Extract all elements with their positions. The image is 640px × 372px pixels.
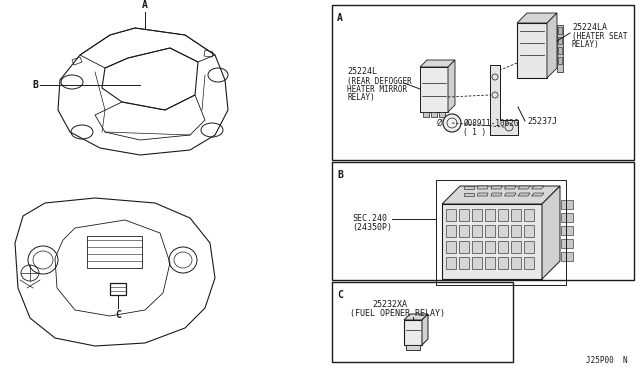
Text: 25224L: 25224L (347, 67, 377, 76)
Bar (446, 209, 456, 221)
Bar (446, 241, 456, 253)
Bar (561, 226, 573, 235)
Polygon shape (490, 65, 518, 135)
Text: 25224LA: 25224LA (572, 23, 607, 32)
Polygon shape (464, 193, 474, 196)
Bar (472, 225, 482, 237)
Bar (485, 241, 495, 253)
Bar (511, 209, 521, 221)
Bar (431, 112, 437, 117)
Bar (87, 236, 142, 268)
Bar (524, 241, 534, 253)
Bar (110, 283, 126, 295)
Bar (404, 320, 422, 345)
Polygon shape (477, 186, 488, 189)
Bar (498, 257, 508, 269)
Bar (442, 204, 542, 279)
Polygon shape (448, 60, 455, 112)
Text: RELAY): RELAY) (572, 40, 600, 49)
Bar (459, 257, 469, 269)
Bar (332, 5, 634, 160)
Bar (472, 209, 482, 221)
Bar (511, 225, 521, 237)
Text: (HEATER SEAT: (HEATER SEAT (572, 32, 627, 41)
Polygon shape (504, 193, 516, 196)
Bar (406, 345, 420, 350)
Bar (558, 27, 562, 34)
Bar (472, 241, 482, 253)
Bar (517, 23, 547, 78)
Text: Ø: Ø (437, 119, 443, 128)
Text: RELAY): RELAY) (347, 93, 375, 102)
Polygon shape (464, 186, 474, 189)
Polygon shape (477, 193, 488, 196)
Text: C: C (115, 310, 121, 320)
Text: (REAR DEFOGGER: (REAR DEFOGGER (347, 77, 412, 86)
Bar (561, 213, 573, 222)
Bar (459, 209, 469, 221)
Text: ( 1 ): ( 1 ) (463, 128, 486, 137)
Polygon shape (518, 186, 530, 189)
Bar (498, 209, 508, 221)
Bar (558, 57, 562, 64)
Bar (561, 239, 573, 248)
Bar (511, 257, 521, 269)
Polygon shape (518, 193, 530, 196)
Polygon shape (517, 13, 557, 23)
Bar (420, 67, 448, 112)
Text: A: A (142, 0, 148, 10)
Bar (446, 257, 456, 269)
Polygon shape (491, 186, 502, 189)
Bar (485, 209, 495, 221)
Bar (524, 225, 534, 237)
Bar (557, 25, 563, 72)
Bar (558, 47, 562, 54)
Bar (439, 112, 445, 117)
Text: (24350P): (24350P) (352, 223, 392, 232)
Bar (459, 241, 469, 253)
Text: B: B (337, 170, 343, 180)
Bar (561, 252, 573, 261)
Polygon shape (531, 186, 544, 189)
Bar (436, 180, 566, 285)
Bar (511, 241, 521, 253)
Text: 25237J: 25237J (527, 117, 557, 126)
Bar (332, 282, 513, 362)
Text: J25P00  N: J25P00 N (586, 356, 628, 365)
Bar (498, 241, 508, 253)
Polygon shape (504, 186, 516, 189)
Polygon shape (404, 314, 428, 320)
Polygon shape (531, 193, 544, 196)
Bar (485, 257, 495, 269)
Text: SEC.240: SEC.240 (352, 214, 387, 223)
Polygon shape (491, 193, 502, 196)
Text: 25232XA: 25232XA (372, 300, 407, 309)
Bar (472, 257, 482, 269)
Text: C: C (337, 290, 343, 300)
Bar (498, 225, 508, 237)
Bar (459, 225, 469, 237)
Polygon shape (542, 186, 560, 279)
Bar (485, 225, 495, 237)
Polygon shape (420, 60, 455, 67)
Polygon shape (422, 314, 428, 345)
Bar (524, 257, 534, 269)
Text: Ø08911-1062G: Ø08911-1062G (463, 119, 518, 128)
Bar (423, 112, 429, 117)
Polygon shape (547, 13, 557, 78)
Text: (FUEL OPENER RELAY): (FUEL OPENER RELAY) (350, 309, 445, 318)
Bar (561, 200, 573, 209)
Bar (332, 162, 634, 280)
Bar (558, 37, 562, 44)
Text: HEATER MIRROR: HEATER MIRROR (347, 85, 407, 94)
Bar (524, 209, 534, 221)
Text: A: A (337, 13, 343, 23)
Text: B: B (32, 80, 38, 90)
Polygon shape (442, 186, 560, 204)
Bar (446, 225, 456, 237)
Circle shape (443, 114, 461, 132)
